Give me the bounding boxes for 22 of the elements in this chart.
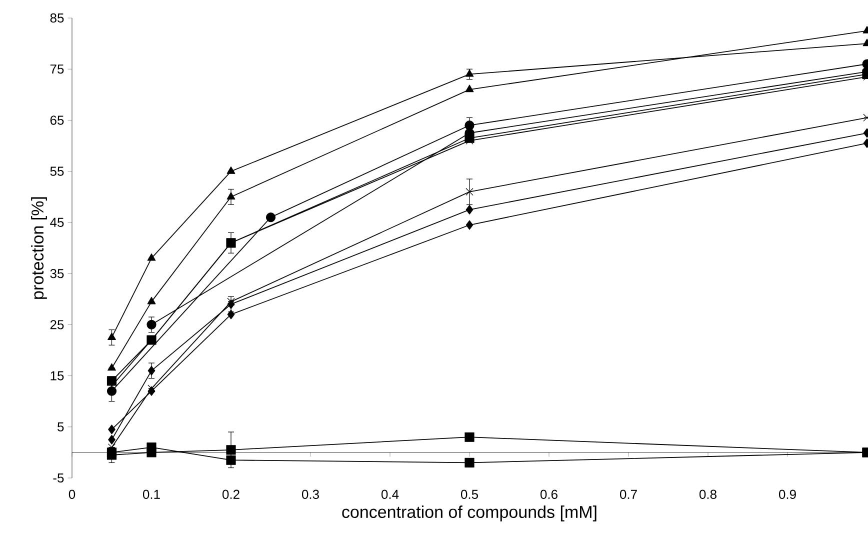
y-tick-label: 55	[50, 166, 64, 176]
x-tick-label: 0.5	[460, 490, 478, 499]
x-tick-label: 0.2	[222, 490, 240, 499]
y-tick-label: -5	[53, 473, 64, 483]
y-tick-label: 45	[50, 218, 64, 227]
x-tick-label: 0.9	[778, 490, 796, 499]
x-tick-label: 0.6	[540, 490, 558, 499]
x-tick-label: 0.7	[620, 490, 637, 499]
x-axis-title: concentration of compounds [mM]	[342, 506, 596, 522]
y-tick-label: 35	[50, 268, 64, 278]
y-tick-label: 85	[50, 13, 64, 23]
y-tick-label: 65	[50, 116, 64, 125]
x-tick-label: 0.4	[381, 490, 399, 499]
y-tick-label: 15	[50, 371, 64, 380]
x-tick-label: 0.8	[699, 490, 716, 499]
x-tick-label: 0	[68, 490, 76, 499]
y-tick-label: 5	[58, 422, 64, 432]
x-tick-label: 0.1	[142, 490, 160, 499]
y-tick-label: 25	[50, 320, 64, 330]
y-tick-label: 75	[50, 64, 64, 74]
x-tick-label: 0.3	[302, 490, 319, 499]
y-axis-title: protection [%]	[31, 197, 47, 299]
